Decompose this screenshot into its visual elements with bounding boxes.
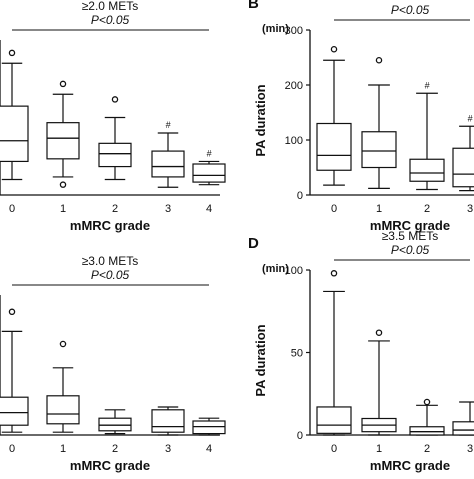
- box-0: [0, 308, 29, 433]
- box-1: [46, 340, 80, 433]
- panel-subtitle: P<0.05: [391, 243, 430, 257]
- outlier-point: [8, 49, 16, 57]
- box-3: [151, 406, 185, 436]
- iqr-box: [316, 406, 352, 434]
- iqr-box: [46, 122, 80, 160]
- iqr-box: [409, 426, 445, 436]
- y-axis-unit: (min): [262, 263, 289, 275]
- panel-label: B: [248, 0, 259, 12]
- box-2: #: [409, 80, 445, 191]
- panel-title: ≥3.5 METs: [382, 229, 439, 243]
- iqr-box: [316, 122, 352, 171]
- significance-marker: #: [467, 113, 473, 123]
- outlier-point: [375, 329, 383, 336]
- x-axis-label: mMRC grade: [370, 218, 450, 233]
- x-tick-label: 4: [206, 203, 212, 215]
- y-tick-label: 0: [297, 430, 303, 442]
- outlier-point: [330, 270, 338, 277]
- iqr-box: [0, 396, 29, 426]
- outlier-point: [8, 308, 16, 316]
- x-tick-label: 1: [60, 203, 66, 215]
- significance-marker: #: [165, 120, 171, 130]
- significance-marker: #: [206, 148, 212, 158]
- iqr-box: [192, 420, 226, 435]
- outlier-point: [375, 57, 383, 64]
- box-1: [361, 329, 397, 436]
- box-0: [316, 46, 352, 186]
- box-0: [316, 270, 352, 436]
- box-4: [192, 417, 226, 436]
- box-0: [0, 49, 29, 181]
- panel-title: ≥2.0 METs: [82, 0, 139, 13]
- outlier-point: [59, 340, 67, 348]
- panel-title: ≥3.0 METs: [82, 254, 139, 268]
- x-tick-label: 0: [9, 443, 15, 455]
- y-tick-label: 300: [285, 25, 303, 37]
- panel-subtitle: P<0.05: [91, 13, 130, 27]
- iqr-box: [151, 409, 185, 433]
- y-axis-label: PA duration: [253, 324, 268, 396]
- y-tick-label: 100: [285, 265, 303, 277]
- box-2: [409, 398, 445, 436]
- outlier-point: [423, 398, 431, 406]
- box-4: #: [192, 148, 226, 186]
- x-tick-label: 2: [424, 443, 430, 455]
- x-tick-label: 1: [376, 203, 382, 215]
- panel-label: D: [248, 235, 259, 252]
- y-tick-label: 50: [291, 348, 303, 360]
- y-axis-unit: (min): [262, 23, 289, 35]
- x-tick-label: 3: [467, 203, 473, 215]
- iqr-box: [98, 417, 132, 432]
- x-tick-label: 0: [331, 443, 337, 455]
- iqr-box: [361, 131, 397, 169]
- panel-subtitle: P<0.05: [91, 268, 130, 282]
- x-tick-label: 2: [112, 203, 118, 215]
- x-tick-label: 2: [424, 203, 430, 215]
- x-tick-label: 0: [9, 203, 15, 215]
- box-2: [98, 96, 132, 181]
- iqr-box: [452, 147, 474, 188]
- iqr-box: [192, 163, 226, 183]
- x-tick-label: 1: [60, 443, 66, 455]
- iqr-box: [151, 150, 185, 178]
- iqr-box: [409, 158, 445, 182]
- x-tick-label: 0: [331, 203, 337, 215]
- x-tick-label: 3: [165, 203, 171, 215]
- x-axis-label: mMRC grade: [70, 458, 150, 473]
- significance-marker: #: [424, 80, 430, 90]
- box-1: [46, 80, 80, 188]
- x-tick-label: 4: [206, 443, 212, 455]
- panel-title: ≥2.5 METs: [382, 0, 439, 3]
- y-tick-label: 0: [297, 190, 303, 202]
- x-tick-label: 3: [165, 443, 171, 455]
- x-axis-label: mMRC grade: [370, 458, 450, 473]
- x-tick-label: 1: [376, 443, 382, 455]
- y-tick-label: 200: [285, 80, 303, 92]
- box-3: #: [151, 120, 185, 188]
- box-3: [452, 401, 474, 436]
- outlier-point: [330, 46, 338, 53]
- box-1: [361, 57, 397, 189]
- iqr-box: [452, 421, 474, 436]
- iqr-box: [0, 105, 29, 163]
- panel-subtitle: P<0.05: [391, 3, 430, 17]
- x-tick-label: 3: [467, 443, 473, 455]
- outlier-point: [59, 80, 67, 88]
- box-2: [98, 409, 132, 435]
- x-tick-label: 2: [112, 443, 118, 455]
- y-axis-label: PA duration: [253, 84, 268, 156]
- outlier-point: [59, 181, 67, 188]
- box-3: #: [452, 113, 474, 192]
- outlier-point: [111, 96, 119, 103]
- iqr-box: [46, 395, 80, 425]
- x-axis-label: mMRC grade: [70, 218, 150, 233]
- iqr-box: [98, 142, 132, 168]
- y-tick-label: 100: [285, 135, 303, 147]
